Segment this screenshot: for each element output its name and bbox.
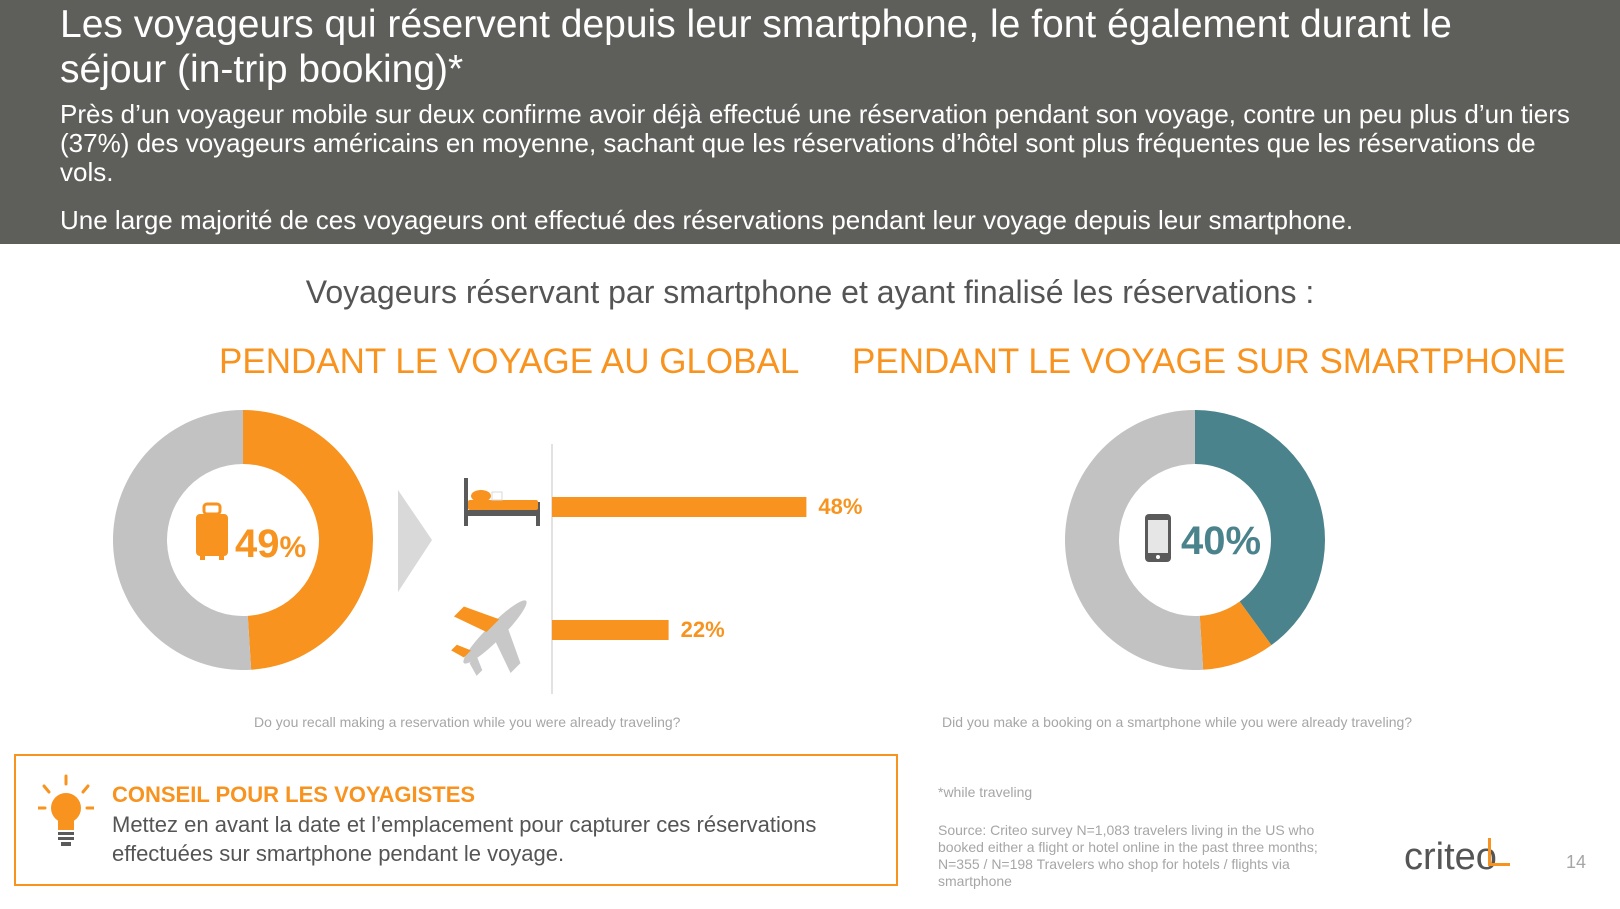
section-title-global: PENDANT LE VOYAGE AU GLOBAL <box>219 342 800 381</box>
summary-paragraph: Une large majorité de ces voyageurs ont … <box>60 205 1354 235</box>
section-title-smartphone: PENDANT LE VOYAGE SUR SMARTPHONE <box>852 342 1566 381</box>
donut-slice-1 <box>1199 601 1272 670</box>
donut-slice-2 <box>1064 410 1204 671</box>
donut-chart-smartphone <box>1064 410 1325 671</box>
bar-value-label-1: 22% <box>681 617 725 642</box>
donut-smartphone-value: 40% <box>1181 519 1261 563</box>
smartphone-icon <box>1145 514 1171 562</box>
bar-chart-mode: 48% 22% <box>552 494 862 642</box>
donut-chart-global <box>112 410 373 671</box>
donut-slice-1 <box>112 410 252 671</box>
suitcase-icon <box>196 502 228 560</box>
advice-title: CONSEIL POUR LES VOYAGISTES <box>112 782 476 807</box>
advice-text: Mettez en avant la date et l’emplacement… <box>112 812 817 866</box>
donut-slice-0 <box>1195 410 1325 646</box>
criteo-logo: criteo <box>1404 836 1497 878</box>
criteo-logo-mark <box>1488 838 1510 866</box>
slide-title: Les voyageurs qui réservent depuis leur … <box>60 3 1452 91</box>
page-number: 14 <box>1566 852 1587 872</box>
airplane-icon <box>451 600 527 676</box>
chart-subtitle: Voyageurs réservant par smartphone et ay… <box>305 274 1315 310</box>
question-smartphone: Did you make a booking on a smartphone w… <box>942 714 1413 730</box>
donut-global-value: 49% <box>235 522 306 566</box>
footnote: *while traveling <box>938 784 1033 800</box>
advice-box: CONSEIL POUR LES VOYAGISTES Mettez en av… <box>14 754 898 886</box>
question-global: Do you recall making a reservation while… <box>254 714 681 730</box>
arrow-shape <box>398 490 432 592</box>
lightbulb-icon <box>38 774 94 846</box>
donut-slice-0 <box>243 410 373 670</box>
source-note: Source: Criteo survey N=1,083 travelers … <box>938 822 1318 889</box>
header-banner: Les voyageurs qui réservent depuis leur … <box>0 0 1620 244</box>
bar-0 <box>552 497 807 517</box>
intro-paragraph: Près d’un voyageur mobile sur deux confi… <box>60 99 1570 187</box>
bar-value-label-0: 48% <box>818 494 862 519</box>
bed-icon <box>464 478 540 526</box>
bar-1 <box>552 620 669 640</box>
